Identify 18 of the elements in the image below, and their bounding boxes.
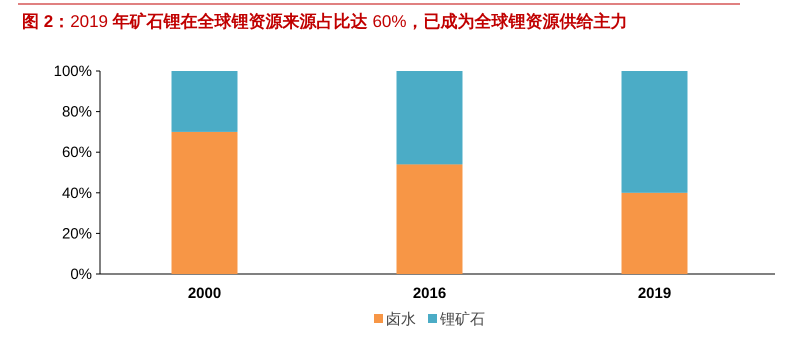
x-tick-label: 2000 xyxy=(188,285,222,302)
y-tick-label: 100% xyxy=(54,63,92,80)
legend-label: 锂矿石 xyxy=(439,311,485,328)
bar xyxy=(622,192,688,274)
y-tick-label: 20% xyxy=(62,225,92,242)
bar xyxy=(172,132,238,274)
legend-label: 卤水 xyxy=(386,311,416,328)
bar xyxy=(396,71,462,164)
y-tick-label: 80% xyxy=(62,104,92,121)
chart-title: 图 2：2019 年矿石锂在全球锂资源来源占比达 60%，已成为全球锂资源供给主力 xyxy=(22,12,628,31)
x-tick-label: 2019 xyxy=(638,285,672,302)
x-tick-label: 2016 xyxy=(412,285,446,302)
bar xyxy=(396,164,462,274)
y-tick-label: 60% xyxy=(62,144,92,162)
y-tick-label: 40% xyxy=(62,184,92,202)
bar xyxy=(172,71,238,132)
y-tick-label: 0% xyxy=(70,266,92,283)
bar xyxy=(622,71,688,193)
